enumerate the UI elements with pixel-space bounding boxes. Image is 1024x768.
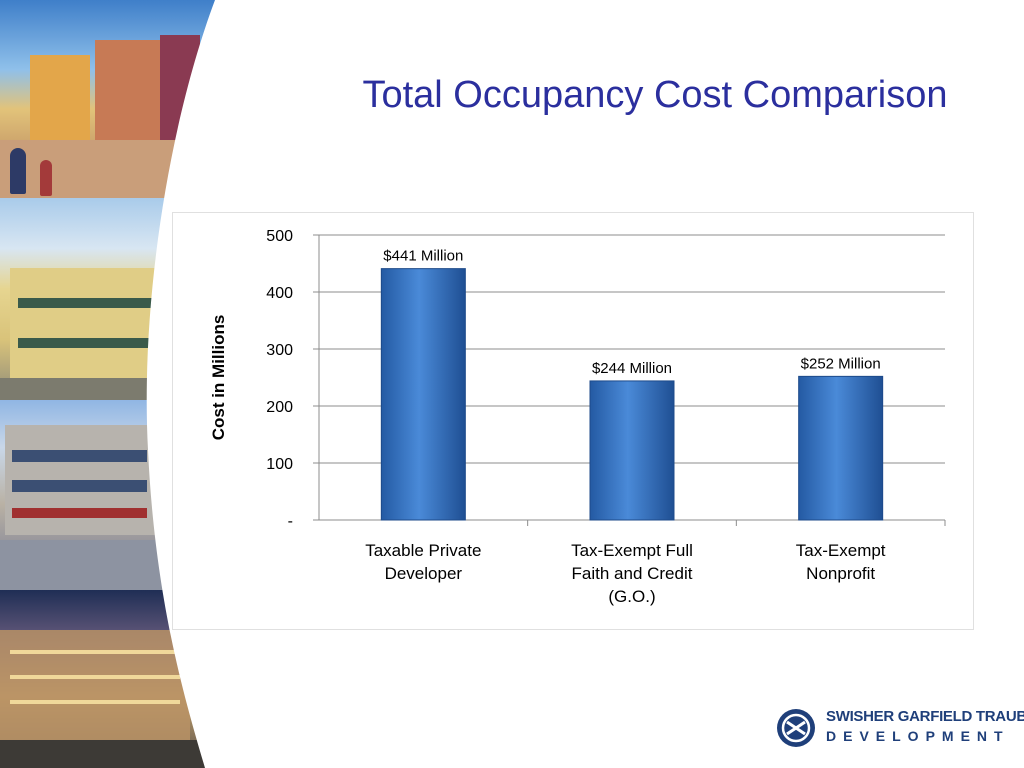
y-tick-label: - xyxy=(288,513,293,530)
y-tick-label: 300 xyxy=(266,342,293,359)
y-tick-label: 400 xyxy=(266,285,293,302)
data-label: $252 Million xyxy=(801,355,881,372)
slide-title: Total Occupancy Cost Comparison xyxy=(362,74,948,116)
y-tick-label: 500 xyxy=(266,228,293,245)
y-tick-label: 100 xyxy=(266,456,293,473)
logo-name-line1: SWISHER GARFIELD TRAUB xyxy=(826,708,1024,725)
x-category-label: Taxable Private Developer xyxy=(365,541,481,583)
data-label: $244 Million xyxy=(592,360,672,377)
x-category-label: Tax-Exempt Full Faith and Credit (G.O.) xyxy=(571,541,693,606)
y-tick-label: 200 xyxy=(266,399,293,416)
company-logo: SWISHER GARFIELD TRAUB DEVELOPMENT xyxy=(776,706,1024,750)
bar xyxy=(380,268,466,521)
y-axis-title: Cost in Millions xyxy=(209,315,228,441)
chart-container: - 100 200 300 400 500 Cost in Millions $441 Mil… xyxy=(172,212,974,630)
x-category-label: Tax-Exempt Nonprofit xyxy=(796,541,886,583)
night-building-photo xyxy=(0,590,230,768)
logo-badge-icon xyxy=(777,709,815,747)
bar xyxy=(798,375,884,521)
bar xyxy=(589,380,675,521)
bar-chart: - 100 200 300 400 500 Cost in Millions $441 Mil… xyxy=(209,228,946,606)
data-label: $441 Million xyxy=(383,248,463,265)
logo-name-line2: DEVELOPMENT xyxy=(826,728,1010,744)
